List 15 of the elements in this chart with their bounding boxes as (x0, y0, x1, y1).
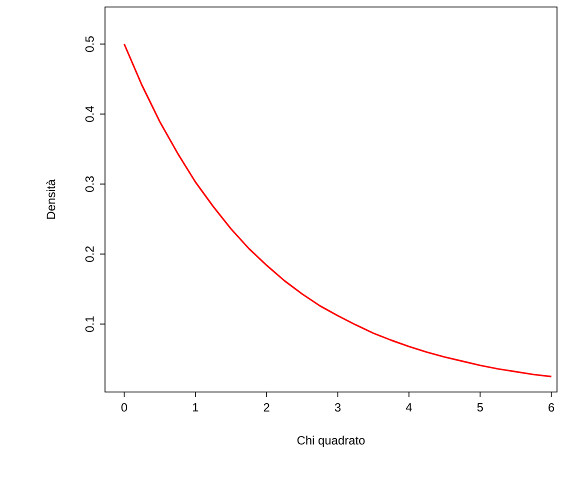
y-tick-label: 0.1 (85, 316, 94, 332)
y-tick-label: 0.2 (85, 246, 94, 262)
y-axis-title: Densità (46, 179, 56, 219)
line-series (123, 43, 552, 378)
y-tick-label: 0.4 (85, 106, 94, 122)
x-tick-label: 1 (192, 403, 198, 412)
x-tick-label: 2 (264, 403, 270, 412)
y-tick-label: 0.3 (85, 176, 94, 192)
y-tick-label: 0.5 (85, 36, 94, 52)
x-tick-label: 0 (121, 403, 128, 412)
x-axis-title: Chi quadrato (297, 436, 365, 447)
x-tick-label: 3 (334, 403, 341, 412)
x-tick-label: 5 (477, 403, 483, 412)
x-tick-label: 6 (548, 403, 554, 412)
x-tick-label: 4 (406, 403, 412, 412)
